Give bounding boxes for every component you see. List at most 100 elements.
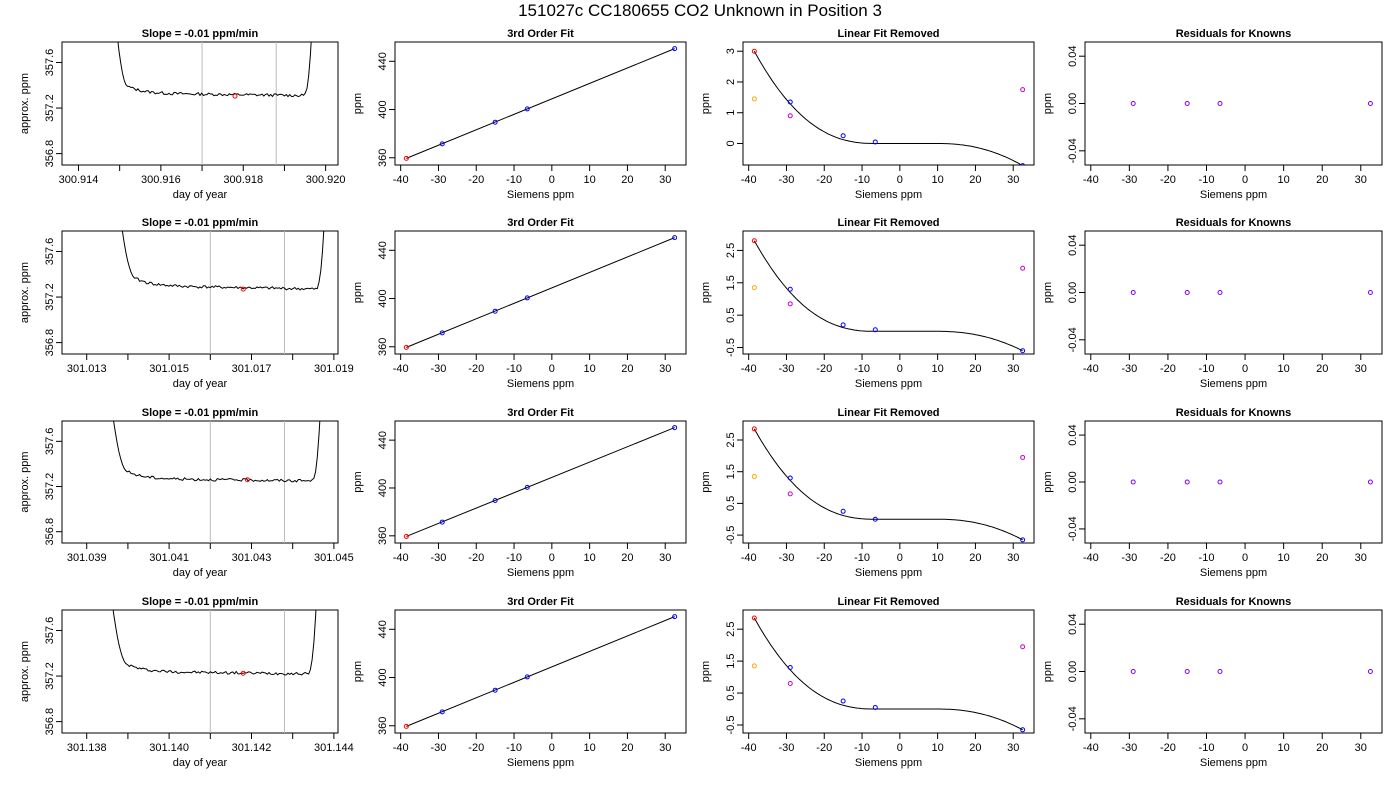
data-point <box>1217 101 1223 106</box>
panel-residuals-row-0: Residuals for Knowns -40 -30 -20 -10 0 10 20 30 S… <box>1042 28 1383 201</box>
x-tick-label: 10 <box>932 174 944 186</box>
data-point <box>840 322 846 328</box>
y-tick-label: 356.8 <box>44 140 56 168</box>
cubic-curve <box>753 50 1023 165</box>
panel-title: Residuals for Knowns <box>1176 217 1292 229</box>
x-tick-label: 10 <box>1278 742 1290 754</box>
data-layer <box>1130 669 1373 674</box>
x-tick-label: 20 <box>969 742 981 754</box>
x-tick-label: -30 <box>1121 363 1137 375</box>
x-tick-label: -20 <box>1160 742 1176 754</box>
panel-fit-row-0: 3rd Order Fit -40 -30 -20 -10 0 10 20 30 Siemens … <box>352 28 687 201</box>
y-tick-label: -0.04 <box>1067 516 1079 541</box>
data-point <box>1020 537 1026 543</box>
data-point <box>403 533 409 539</box>
y-tick-label: 357.6 <box>44 428 56 456</box>
data-layer <box>1130 290 1373 295</box>
x-tick-label: -30 <box>431 363 447 375</box>
data-point <box>787 99 793 105</box>
y-tick-label: -0.04 <box>1067 706 1079 731</box>
fit-line <box>406 48 675 159</box>
y-axis-label: ppm <box>1042 93 1054 114</box>
y-tick-label: 356.8 <box>44 708 56 736</box>
x-tick-label: -10 <box>506 552 522 564</box>
x-tick-label: 20 <box>621 174 633 186</box>
x-axis-label: Siemens ppm <box>507 378 574 390</box>
x-tick-label: 20 <box>1316 552 1328 564</box>
x-tick-label: 301.045 <box>314 552 354 564</box>
panel-title: Slope = -0.01 ppm/min <box>142 28 259 40</box>
y-tick-label: 0 <box>725 140 737 146</box>
y-tick-label: 360 <box>377 717 389 735</box>
y-axis-label: ppm <box>1042 661 1054 682</box>
data-point <box>524 484 530 490</box>
data-layer <box>1130 479 1373 485</box>
x-tick-label: 10 <box>584 174 596 186</box>
x-tick-label: 30 <box>659 174 671 186</box>
data-point <box>1020 163 1026 165</box>
plot-frame <box>742 41 1035 166</box>
plot-frame <box>61 41 339 166</box>
x-tick-label: 20 <box>1316 363 1328 375</box>
data-point <box>751 96 757 102</box>
slope-marker <box>244 477 250 483</box>
y-tick-label: 2.5 <box>725 432 737 447</box>
data-point <box>492 498 498 504</box>
x-tick-label: 30 <box>1355 742 1367 754</box>
data-point <box>672 235 678 241</box>
panel-linear_removed-row-1: Linear Fit Removed -40 -30 -20 -10 0 10 20 30 Sie… <box>700 217 1035 390</box>
data-point <box>1130 669 1136 674</box>
data-point <box>1020 727 1026 733</box>
panel-title: Residuals for Knowns <box>1176 407 1292 419</box>
data-point <box>492 687 498 693</box>
x-tick-label: 301.041 <box>149 552 189 564</box>
x-tick-label: -40 <box>1083 174 1099 186</box>
data-point <box>524 674 530 680</box>
plot-frame <box>742 420 1035 544</box>
data-layer <box>751 238 1026 354</box>
data-point <box>840 133 846 139</box>
x-tick-label: 30 <box>1355 552 1367 564</box>
cubic-curve <box>753 240 1023 352</box>
x-tick-label: 10 <box>932 742 944 754</box>
x-tick-label: -30 <box>779 174 795 186</box>
y-tick-label: 357.6 <box>44 617 56 645</box>
y-tick-label: 440 <box>377 241 389 259</box>
x-tick-label: -40 <box>393 174 409 186</box>
panel-slope-row-0: Slope = -0.01 ppm/min 300.914 300.916 300.9… <box>19 28 346 201</box>
x-tick-label: 10 <box>584 742 596 754</box>
y-tick-label: 400 <box>377 479 389 497</box>
x-tick-label: 30 <box>1355 363 1367 375</box>
x-tick-label: -40 <box>393 742 409 754</box>
x-tick-label: -10 <box>506 742 522 754</box>
x-tick-label: -10 <box>1199 363 1215 375</box>
panel-slope-row-3: Slope = -0.01 ppm/min 301.138 301.140 301.1… <box>19 596 354 769</box>
fit-line <box>406 616 675 727</box>
panel-fit-row-1: 3rd Order Fit -40 -30 -20 -10 0 10 20 30 Siemens … <box>352 217 687 390</box>
y-tick-label: 357.6 <box>44 238 56 266</box>
x-tick-label: -30 <box>1121 174 1137 186</box>
x-tick-label: 20 <box>1316 742 1328 754</box>
y-tick-label: 440 <box>377 431 389 449</box>
slope-marker <box>240 670 246 676</box>
x-tick-label: -30 <box>779 742 795 754</box>
x-tick-label: 30 <box>1355 174 1367 186</box>
x-tick-label: 0 <box>1242 174 1248 186</box>
x-tick-label: 20 <box>969 552 981 564</box>
panel-title: Slope = -0.01 ppm/min <box>142 217 259 229</box>
y-tick-label: 0.00 <box>1067 282 1079 303</box>
data-point <box>751 473 757 479</box>
data-point <box>1020 265 1026 271</box>
y-tick-label: 0.04 <box>1067 45 1079 66</box>
y-tick-label: -0.5 <box>725 526 737 545</box>
data-point <box>524 106 530 112</box>
x-tick-label: 30 <box>659 742 671 754</box>
plot-frame <box>394 41 687 166</box>
y-axis-label: ppm <box>700 471 712 492</box>
x-axis-label: Siemens ppm <box>855 757 922 769</box>
data-point <box>524 295 530 301</box>
panel-residuals-row-2: Residuals for Knowns -40 -30 -20 -10 0 10 20 30 S… <box>1042 407 1383 579</box>
ppm-trace <box>113 421 321 483</box>
plot-frame <box>1084 230 1383 355</box>
